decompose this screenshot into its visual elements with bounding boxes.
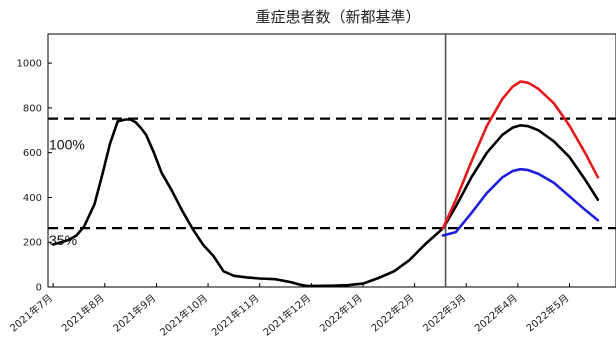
x-tick-label: 2022年3月	[420, 291, 468, 334]
axes-frame	[47, 33, 616, 288]
x-tick-label: 2022年1月	[317, 291, 365, 334]
x-tick-label: 2021年10月	[157, 291, 210, 338]
reference-lines	[48, 117, 616, 230]
y-tick-label: 600	[23, 148, 42, 159]
x-axis: 2021年7月 2021年8月 2021年9月 2021年10月 2021年11月 202…	[7, 283, 571, 339]
x-tick-label: 2021年7月	[7, 291, 55, 334]
y-tick-label: 800	[23, 103, 42, 114]
y-tick-label: 1000	[17, 59, 42, 70]
series-line-1	[51, 118, 445, 288]
x-tick-label: 2021年9月	[110, 291, 158, 334]
series-line-3	[441, 80, 600, 230]
x-tick-label: 2021年8月	[59, 291, 107, 334]
series-line-4	[441, 167, 600, 237]
y-axis: 0 200 400 600 800 1000	[17, 59, 52, 294]
x-tick-label: 2021年12月	[260, 291, 313, 338]
x-tick-label: 2021年11月	[209, 291, 262, 338]
x-tick-label: 2022年2月	[368, 291, 416, 334]
x-tick-label: 2022年4月	[472, 291, 520, 334]
reference-label-100: 100%	[49, 137, 85, 153]
y-tick-label: 0	[36, 283, 42, 294]
series-line-2	[441, 124, 600, 230]
y-tick-label: 400	[23, 193, 42, 204]
chart-title: 重症患者数（新都基準）	[255, 8, 420, 26]
annotations: 100% 35%	[49, 137, 85, 248]
series-lines	[51, 80, 600, 288]
y-tick-label: 200	[23, 238, 42, 249]
plot-area	[47, 33, 616, 288]
reference-label-35: 35%	[49, 232, 77, 248]
x-tick-label: 2022年5月	[523, 291, 571, 334]
